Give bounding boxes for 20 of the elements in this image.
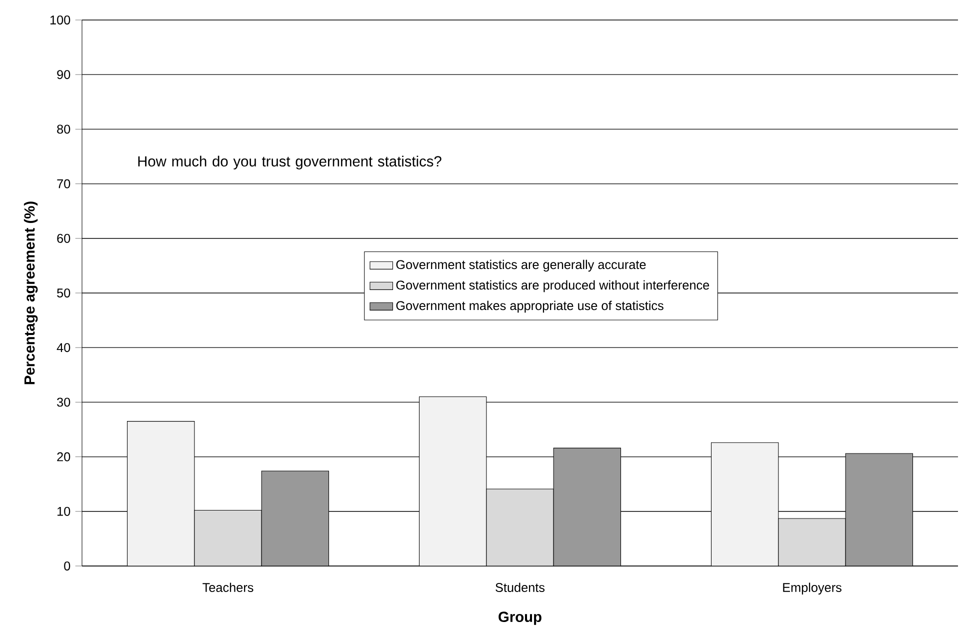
y-tick-label: 90	[57, 70, 70, 80]
x-tick-label: Teachers	[202, 582, 254, 592]
y-tick-label: 0	[64, 562, 70, 570]
x-tick-label: Students	[496, 582, 545, 592]
legend-label: Government statistics are generally accurate	[396, 260, 646, 272]
y-tick-label: 40	[56, 343, 70, 352]
y-tick-label: 60	[57, 234, 70, 243]
y-axis-title: Percentage agreement (%)	[24, 202, 38, 384]
y-tick-label: 20	[57, 452, 70, 462]
legend-label: Government statistics are produced without interference	[396, 280, 710, 292]
text: How much do you trust government statistics?	[138, 156, 442, 170]
y-tick-label: 80	[57, 124, 70, 134]
y-tick-label: 100	[50, 16, 70, 24]
legend-label: Government makes appropriate use of statistics	[396, 300, 664, 313]
y-tick-label: 50	[57, 288, 70, 298]
x-axis-title: Group	[498, 612, 542, 625]
y-tick-label: 30	[57, 398, 70, 407]
y-tick-label: 10	[58, 506, 70, 516]
x-tick-label: Employers	[783, 582, 842, 595]
y-tick-label: 70	[57, 179, 70, 188]
